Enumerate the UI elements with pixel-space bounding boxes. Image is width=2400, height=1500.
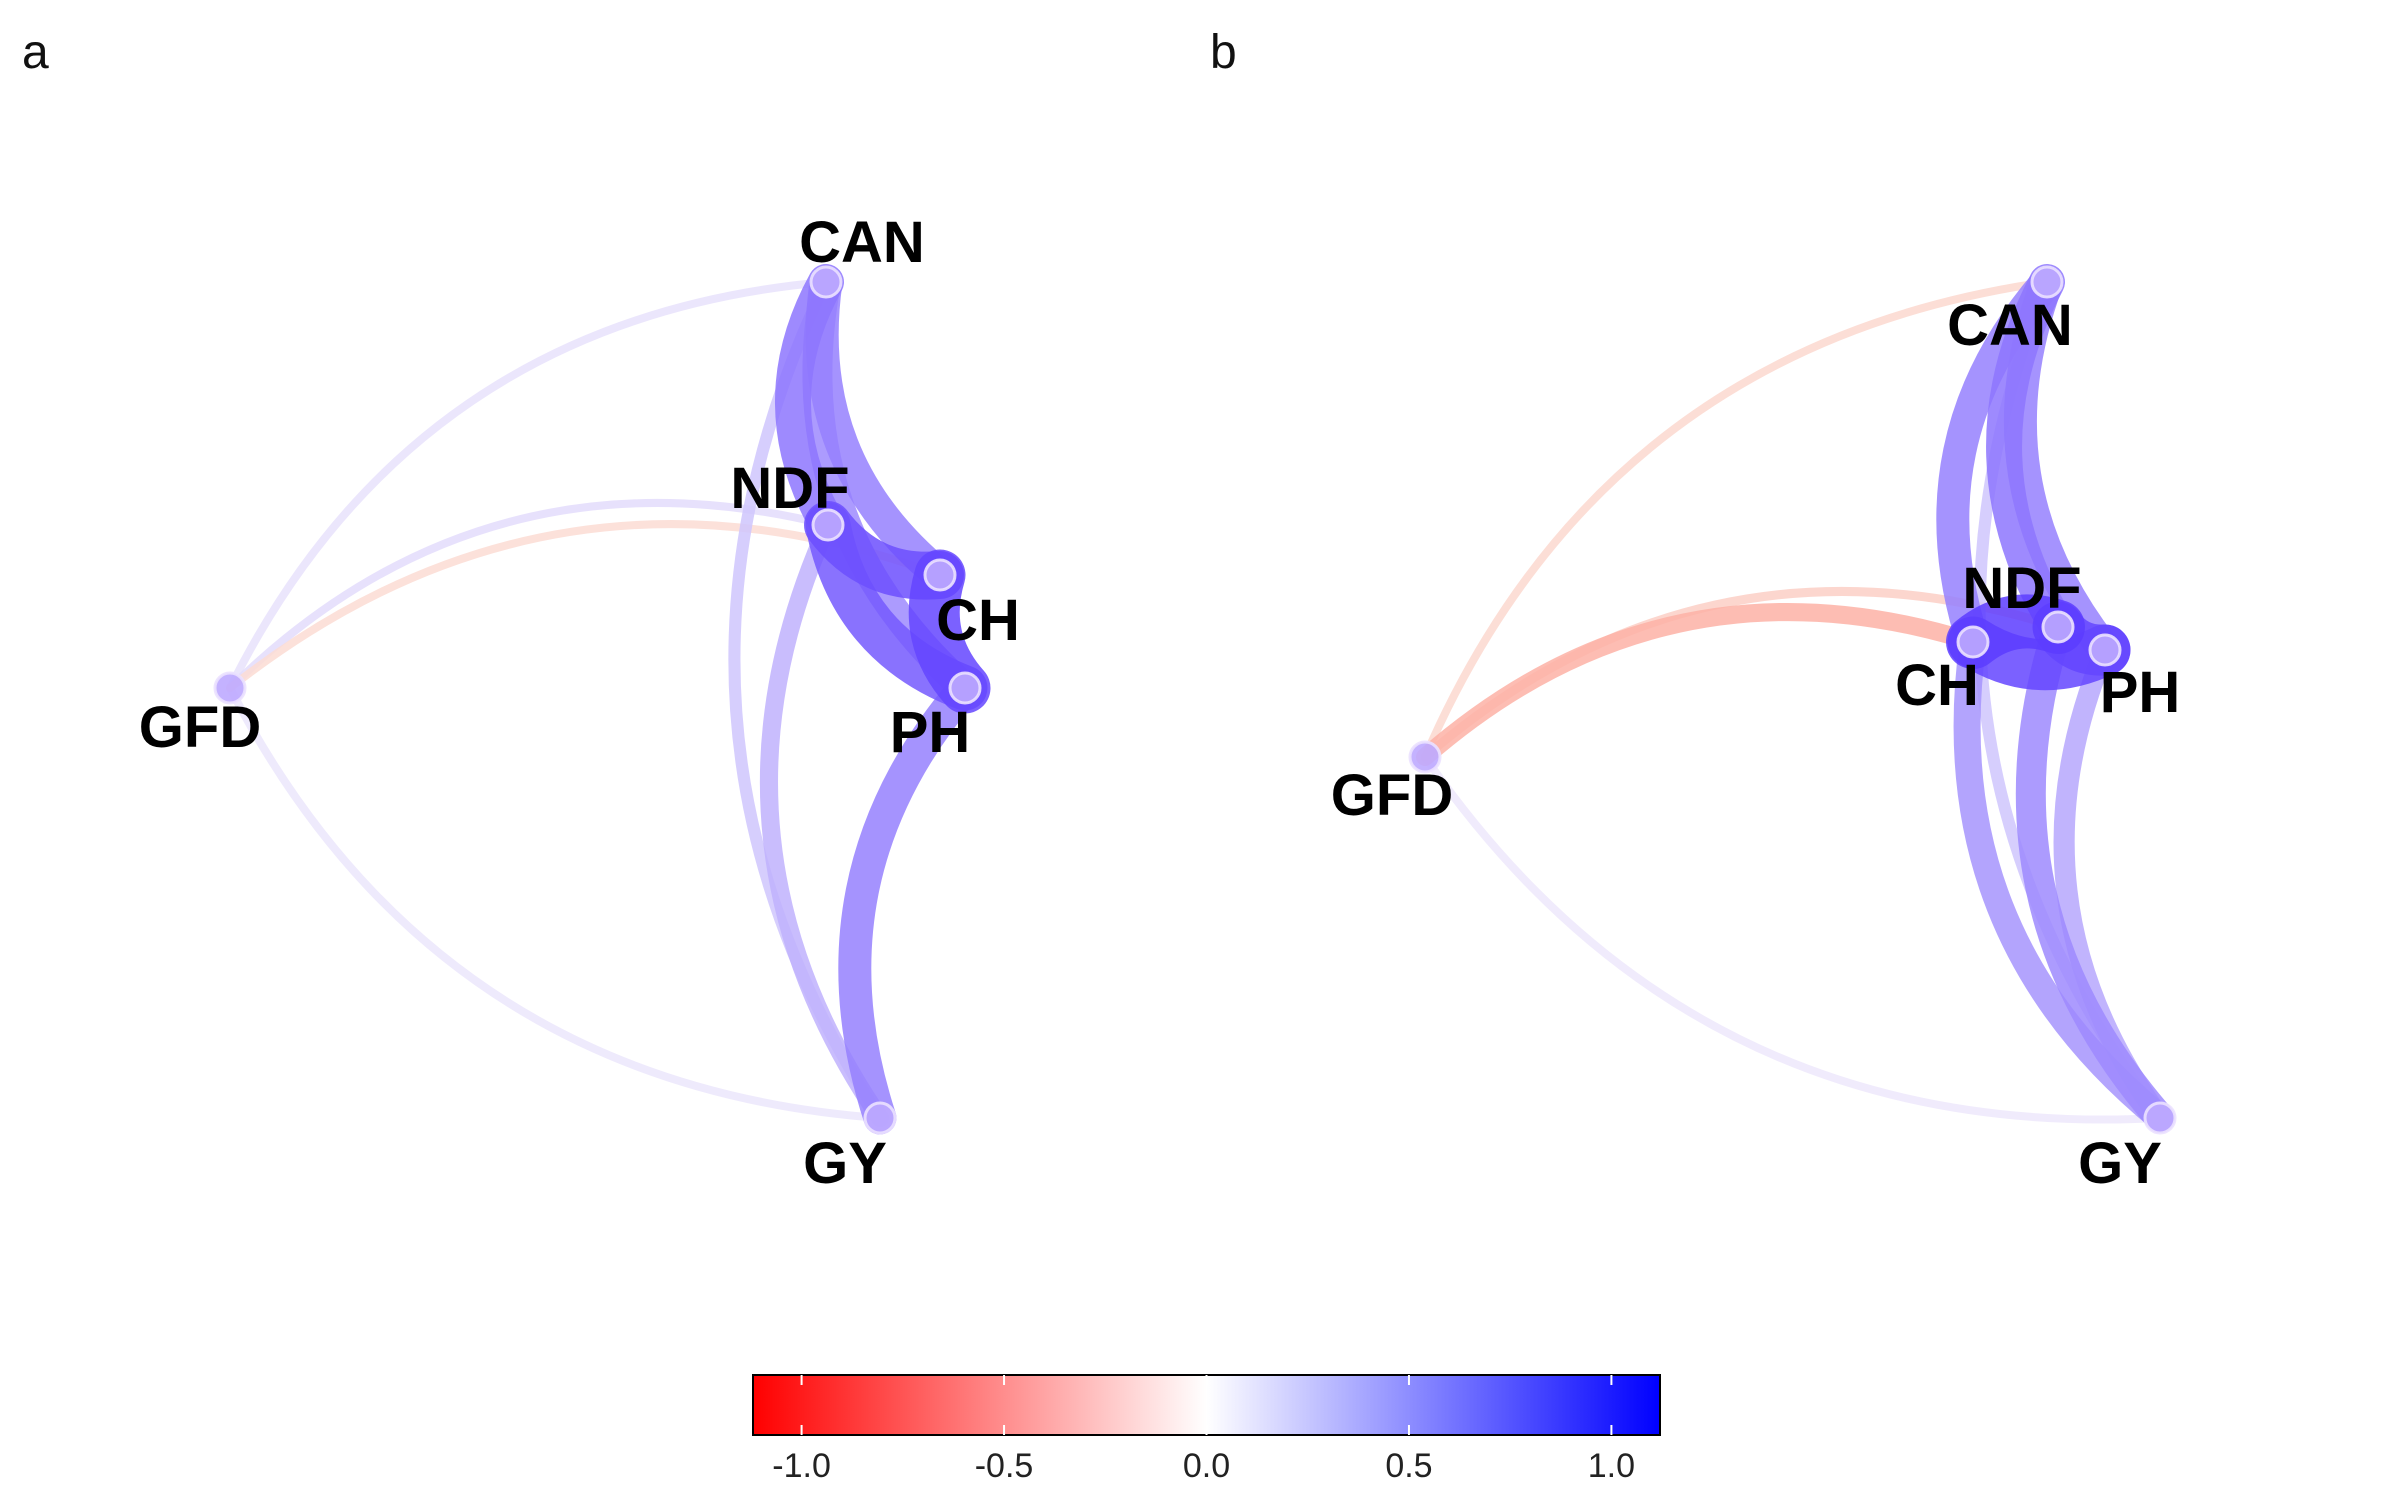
colorbar-tick-label: 0.0	[1183, 1447, 1230, 1485]
edge-ndf-gy	[759, 516, 889, 1127]
node-label-gy: GY	[803, 1131, 887, 1196]
panel-a-edges	[226, 264, 991, 1135]
edge-can-ndf	[1986, 264, 2076, 645]
panel-a-label: a	[22, 26, 49, 79]
node-ndf	[811, 508, 845, 542]
node-gy	[863, 1101, 897, 1135]
node-ndf	[2041, 610, 2075, 644]
edge-can-gfd	[226, 278, 830, 692]
edge-can-gfd	[1421, 278, 2051, 761]
node-label-ndf: NDF	[730, 456, 849, 521]
panel-a-network: a CAN NDF CH PH GFD GY	[22, 26, 1020, 1196]
node-label-ndf: NDF	[1962, 556, 2081, 621]
panel-b-label: b	[1210, 26, 1237, 79]
edge-ch-gfd	[1416, 603, 1982, 766]
node-ch	[923, 558, 957, 592]
node-ch	[1956, 625, 1990, 659]
edge-ph-gy	[838, 671, 982, 1135]
node-gfd	[1408, 740, 1442, 774]
node-label-ph: PH	[890, 700, 971, 765]
edge-can-ndf	[775, 264, 846, 543]
panel-b-edges	[1416, 264, 2175, 1133]
colorbar-tick-label: 1.0	[1588, 1447, 1635, 1485]
node-gfd	[213, 671, 247, 705]
node-label-can: CAN	[1947, 293, 2073, 358]
node-label-gfd: GFD	[1331, 763, 1453, 828]
edge-ndf-gy	[2015, 612, 2175, 1133]
node-can	[2030, 265, 2064, 299]
node-label-gfd: GFD	[139, 695, 261, 760]
node-label-ph: PH	[2100, 660, 2181, 725]
panel-a-nodes	[213, 265, 982, 1135]
node-ph	[2088, 633, 2122, 667]
edge-ndf-gfd	[226, 498, 832, 692]
node-label-gy: GY	[2078, 1131, 2162, 1196]
node-gy	[2143, 1101, 2177, 1135]
panel-b-nodes	[1408, 265, 2177, 1135]
panel-b-node-labels: CAN NDF CH PH GFD GY	[1331, 293, 2181, 1196]
colorbar-tick-label: -1.0	[772, 1447, 831, 1485]
colorbar-tick-label: 0.5	[1385, 1447, 1432, 1485]
edge-gfd-gy	[1421, 753, 2164, 1124]
node-label-can: CAN	[799, 210, 925, 275]
colorbar-tick-label: -0.5	[975, 1447, 1034, 1485]
colorbar-ticks: -1.0 -0.5 0.0 0.5 1.0	[772, 1375, 1635, 1485]
node-label-ch: CH	[936, 588, 1020, 653]
correlation-colorbar: -1.0 -0.5 0.0 0.5 1.0	[752, 1374, 1661, 1485]
node-label-ch: CH	[1895, 653, 1979, 718]
panel-b-network: b CAN NDF CH PH GFD GY	[1210, 26, 2180, 1196]
edge-gfd-gy	[226, 684, 884, 1122]
node-can	[809, 265, 843, 299]
panel-a-node-labels: CAN NDF CH PH GFD GY	[139, 210, 1020, 1196]
node-ph	[948, 671, 982, 705]
